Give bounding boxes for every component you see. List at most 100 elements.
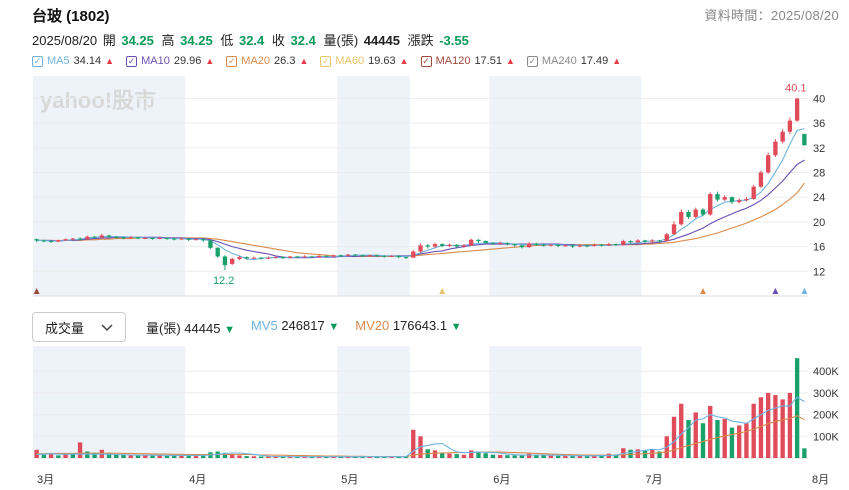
volume-bar [367,456,372,458]
ma-legend-item-ma120[interactable]: ✓ MA120 17.51 ▲ [420,55,515,67]
volume-bar [186,455,191,458]
candle-body [374,255,380,257]
candle-body [490,242,496,244]
candle-body [201,239,206,241]
volume-bar [722,418,727,458]
volume-bar [360,456,365,458]
ma-legend-item-ma10[interactable]: ✓ MA10 29.96 ▲ [126,55,214,67]
candle [56,239,61,243]
candle [534,242,539,246]
high-value: 34.25 [180,33,213,48]
mv20-label: MV20 [355,318,390,333]
checkbox-icon[interactable]: ✓ [32,55,43,67]
candle-body [425,245,430,247]
candle-body [382,255,387,257]
candle-body [215,247,220,257]
candle [150,237,155,240]
stock-title: 台玻 (1802) [32,8,110,25]
candle-body [193,239,199,241]
volume-tick-label: 400K [813,366,839,378]
candle [338,254,343,258]
candle-body [599,244,604,246]
ma-legend-item-ma240[interactable]: ✓ MA240 17.49 ▲ [526,55,621,67]
candle-body [85,236,90,240]
candle-body [758,172,764,187]
candle-body [164,237,170,239]
ma-legend-item-ma5[interactable]: ✓ MA5 34.14 ▲ [32,55,114,67]
candle [686,210,691,219]
candle [679,209,684,226]
ma-legend-item-ma60[interactable]: ✓ MA60 19.63 ▲ [320,55,409,67]
price-tick-label: 32 [813,143,825,155]
candle [563,244,568,247]
candle-body [686,212,691,217]
candle [577,244,583,248]
volume-bar [794,358,800,458]
mv5-label: MV5 [250,318,278,333]
checkbox-icon[interactable]: ✓ [126,55,138,67]
candle [302,255,307,258]
price-tick-label: 16 [813,242,825,254]
volume-bar [338,456,343,458]
volume-bar [251,456,257,458]
candle [215,247,220,258]
candle [273,256,278,259]
checkbox-icon[interactable]: ✓ [226,55,238,67]
candle-body [106,235,112,237]
price-tick-label: 28 [813,167,825,179]
vol-value: 44445 [184,321,221,336]
triangle-down-icon: ▼ [450,321,462,333]
month-band [337,346,410,458]
checkbox-icon[interactable]: ✓ [420,55,432,67]
volume-bar [461,454,467,458]
candle-body [179,238,184,240]
month-label: 7月 [645,474,662,486]
checkbox-icon[interactable]: ✓ [320,55,332,67]
candle [526,242,532,248]
volume-bar [222,452,228,458]
month-label: 3月 [37,474,54,486]
checkbox-icon[interactable]: ✓ [526,55,538,67]
volume-bar [179,455,184,458]
candle-body [526,243,532,248]
volume-bar [70,454,76,458]
candle-body [787,120,793,132]
candle [418,243,423,253]
candle-body [744,199,749,201]
candle-body [48,241,54,243]
candle [628,240,633,244]
candle [613,243,619,246]
candle [266,256,271,259]
price-tick-label: 20 [813,217,825,229]
ma-legend-item-ma20[interactable]: ✓ MA20 26.3 ▲ [226,55,308,67]
month-label: 5月 [341,474,358,486]
volume-bar [447,453,452,458]
volume-indicator-select[interactable]: 成交量 [32,312,126,342]
candle [635,239,640,243]
volume-bar [657,451,662,458]
candle [708,192,713,216]
triangle-up-icon: ▲ [399,56,409,66]
candle-body [621,241,626,245]
volume-bar [382,456,387,458]
volume-bar [592,455,597,458]
candle-body [664,234,669,242]
candle-body [403,257,409,259]
low-label: 低 [220,33,234,48]
candle [555,244,561,248]
watermark-logo: yahoo!股市 [40,88,156,113]
candle [193,238,199,241]
candle [164,237,170,240]
volume-tick-label: 300K [813,388,839,400]
ma5-line [36,128,805,261]
candle-body [99,235,104,238]
event-marker [801,288,808,294]
candle [143,237,148,240]
candle-body [729,197,735,203]
volume-bar [440,452,445,458]
candle-body [657,240,662,242]
candle [758,170,764,188]
volume-bar [765,392,771,458]
candle-body [251,257,257,259]
volume-bar [353,456,358,458]
